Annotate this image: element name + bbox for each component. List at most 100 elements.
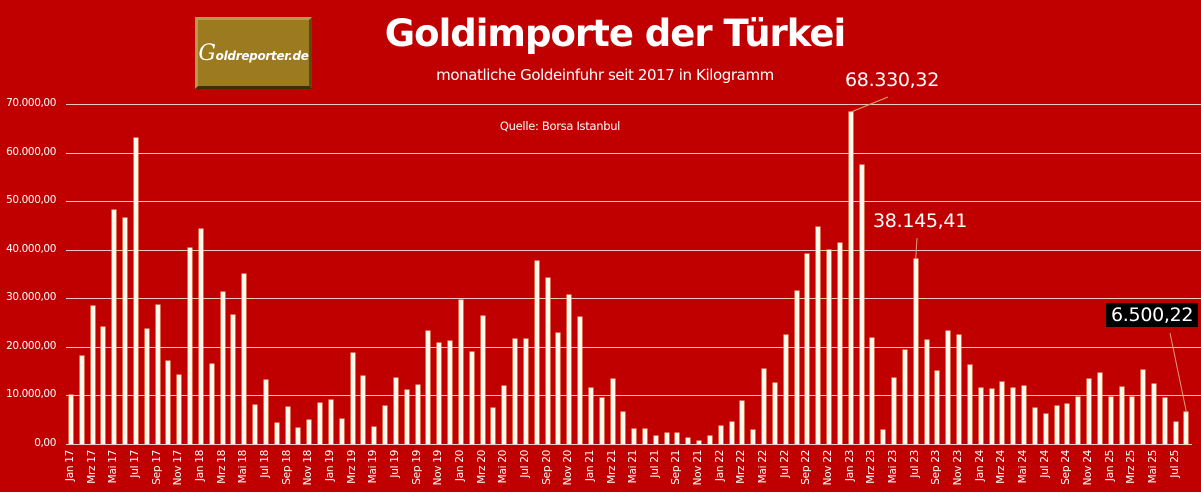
bar-sep-23: [935, 371, 940, 444]
bar-aug-20: [534, 261, 539, 444]
bar-mai-20: [502, 386, 507, 444]
bar-nov-20: [567, 295, 572, 444]
bar-jul-17: [133, 138, 138, 444]
y-tick-label: 70.000,00: [6, 97, 56, 109]
chart-title: Goldimporte der Türkei: [384, 12, 846, 55]
x-tick-label: Jul 18: [258, 450, 271, 478]
x-axis-line: [66, 444, 1192, 445]
bar-mai-18: [242, 274, 247, 444]
x-tick-label: Nov 22: [822, 450, 835, 486]
bar-apr-17: [101, 326, 106, 444]
bar-sep-19: [415, 385, 420, 444]
bar-okt-20: [556, 333, 561, 444]
bar-nov-17: [177, 375, 182, 444]
x-tick-label: Sep 21: [670, 450, 683, 485]
bar-jul-24: [1043, 413, 1048, 444]
x-tick-label: Mrz 20: [475, 450, 488, 484]
bar-mai-23: [892, 377, 897, 444]
x-tick-label: Jan 25: [1103, 450, 1116, 482]
bar-dez-23: [967, 364, 972, 444]
gridline: [66, 152, 1201, 154]
bar-feb-23: [859, 165, 864, 444]
bar-nov-24: [1087, 378, 1092, 444]
plot-area: [66, 104, 1201, 444]
x-tick-label: Mai 20: [497, 450, 510, 484]
bar-jul-22: [783, 335, 788, 444]
x-tick-label: Jan 20: [453, 450, 466, 482]
bar-apr-21: [621, 411, 626, 444]
bar-jan-20: [458, 300, 463, 444]
bar-dez-22: [837, 242, 842, 444]
bar-apr-25: [1141, 370, 1146, 444]
x-tick-label: Mrz 24: [995, 450, 1008, 484]
bar-mrz-17: [90, 306, 95, 444]
x-tick-label: Mai 21: [627, 450, 640, 484]
x-tick-label: Mrz 25: [1125, 450, 1138, 484]
bar-jan-22: [718, 426, 723, 444]
bar-feb-17: [79, 356, 84, 444]
bar-jun-24: [1032, 408, 1037, 444]
bar-mai-22: [762, 369, 767, 444]
bar-feb-18: [209, 363, 214, 444]
x-tick-label: Sep 20: [540, 450, 553, 485]
x-tick-label: Mai 23: [887, 450, 900, 484]
bar-jul-25: [1173, 422, 1178, 444]
bar-mai-25: [1152, 383, 1156, 444]
gridline: [66, 395, 1201, 397]
gridline: [66, 104, 1201, 105]
x-tick-label: Jul 19: [388, 450, 401, 478]
y-tick-label: 10.000,00: [6, 388, 56, 401]
bar-feb-20: [469, 352, 474, 444]
bar-nov-21: [697, 441, 702, 444]
bar-okt-23: [946, 331, 951, 444]
bar-jun-18: [253, 405, 258, 444]
bar-sep-20: [545, 277, 550, 444]
x-tick-label: Jan 23: [843, 450, 856, 482]
bar-aug-21: [664, 433, 669, 444]
x-tick-label: Jan 17: [64, 450, 76, 482]
x-tick-label: Sep 19: [410, 450, 423, 485]
bar-mrz-24: [1000, 382, 1005, 444]
bar-apr-22: [751, 429, 756, 444]
bar-nov-23: [957, 335, 962, 444]
annotation-latest-aug25: 6.500,22: [1106, 303, 1199, 327]
bar-dez-18: [318, 403, 323, 444]
bar-aug-22: [794, 291, 799, 444]
bar-feb-22: [729, 422, 734, 444]
x-tick-label: Mrz 23: [865, 450, 878, 484]
logo-text: Goldreporter.de: [198, 40, 309, 66]
chart-subtitle: monatliche Goldeinfuhr seit 2017 in Kilo…: [436, 66, 774, 84]
bar-jun-21: [642, 428, 647, 444]
x-tick-label: Jan 22: [713, 450, 726, 482]
x-tick-label: Sep 23: [930, 450, 943, 485]
bar-mrz-25: [1130, 397, 1135, 444]
bar-okt-21: [686, 438, 691, 444]
x-tick-label: Jul 22: [778, 450, 791, 478]
y-tick-label: 50.000,00: [6, 194, 56, 207]
bar-jan-21: [588, 388, 593, 444]
x-tick-label: Jul 24: [1038, 450, 1051, 478]
x-tick-label: Mrz 22: [735, 450, 748, 484]
x-tick-label: Sep 24: [1060, 450, 1073, 485]
x-tick-label: Mai 19: [367, 450, 380, 484]
x-tick-label: Mrz 21: [605, 450, 618, 484]
x-tick-label: Sep 22: [800, 450, 813, 485]
bar-jul-18: [263, 379, 268, 444]
x-tick-label: Jul 17: [128, 450, 141, 478]
x-tick-label: Nov 17: [172, 450, 185, 486]
bar-aug-19: [404, 389, 409, 444]
annotation-peak-jan23: 68.330,32: [845, 69, 939, 91]
bar-nov-18: [307, 420, 312, 444]
bar-feb-19: [339, 419, 344, 444]
bar-aug-23: [924, 340, 929, 444]
bar-apr-18: [231, 314, 236, 444]
x-tick-label: Mai 18: [237, 450, 250, 484]
bar-jul-20: [523, 339, 528, 444]
bar-mai-24: [1022, 386, 1027, 444]
bar-nov-22: [827, 249, 832, 444]
y-tick-label: 20.000,00: [6, 339, 56, 352]
bar-feb-25: [1119, 387, 1124, 444]
x-tick-label: Nov 19: [432, 450, 445, 486]
y-tick-label: 30.000,00: [6, 291, 56, 304]
bar-okt-22: [816, 226, 821, 444]
